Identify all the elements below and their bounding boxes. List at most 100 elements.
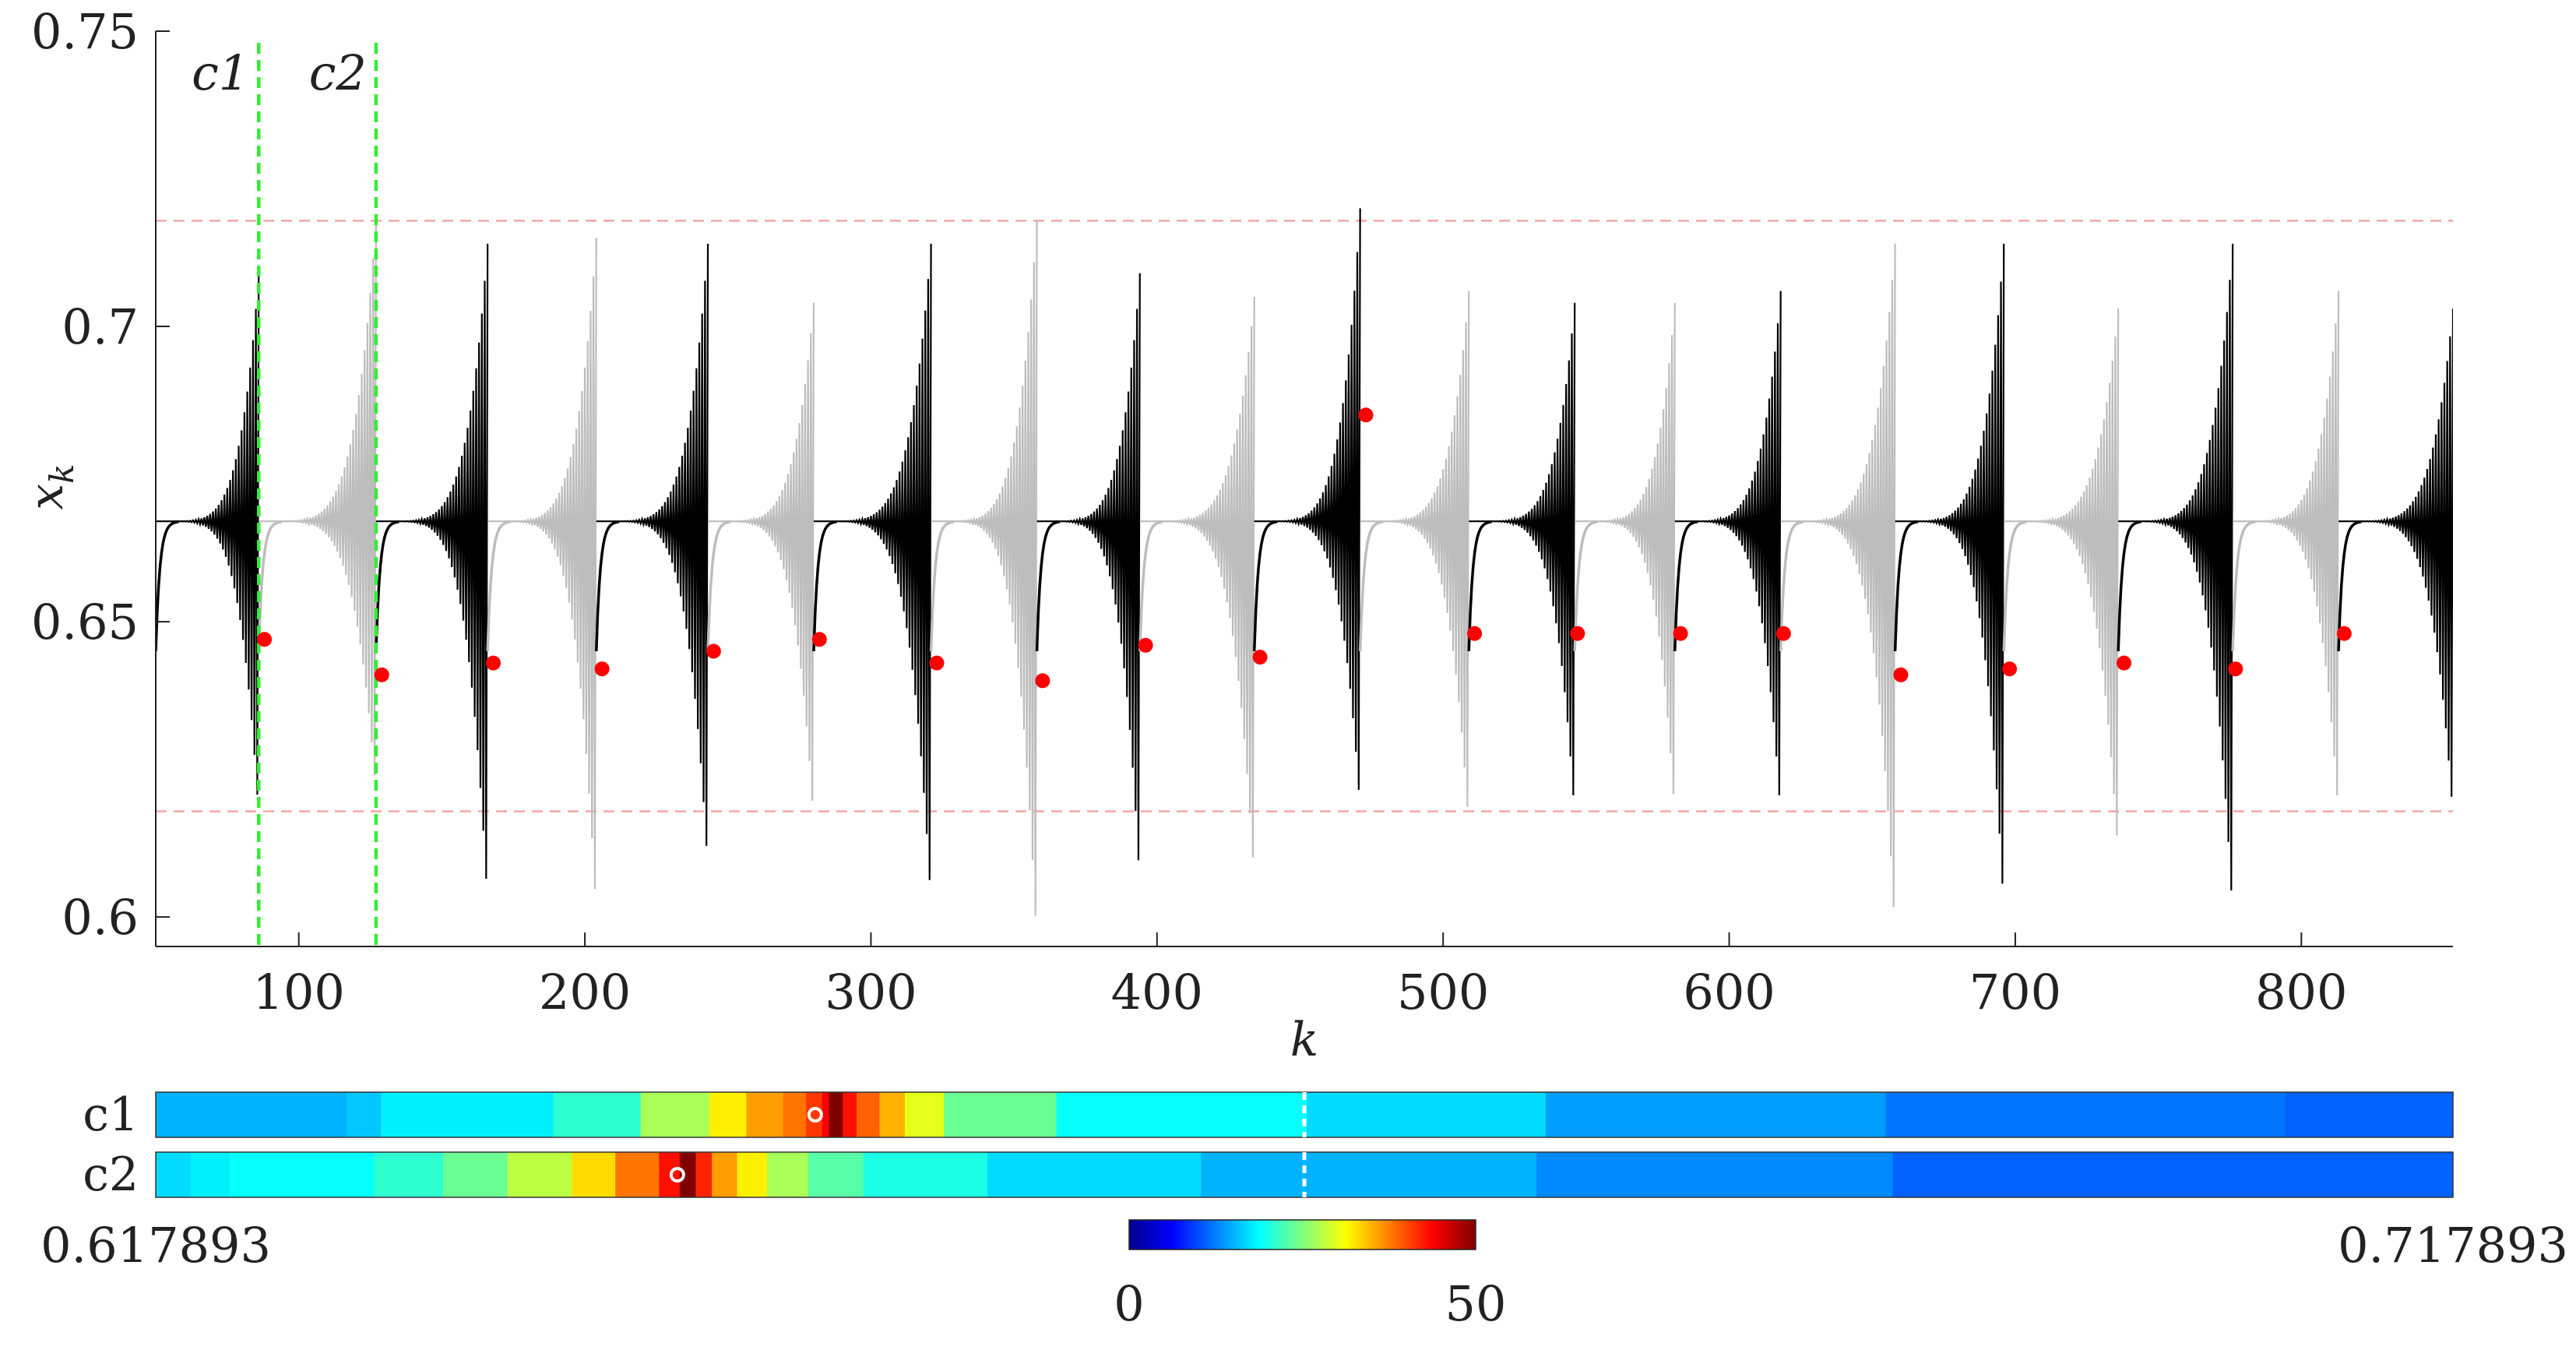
heatmap-cell-c2-11 [712, 1152, 738, 1197]
burst-series-10 [1254, 208, 1361, 790]
heatmap-cell-c2-1 [190, 1152, 231, 1197]
heatmap-cell-c2-13 [766, 1152, 809, 1197]
heatmap-cell-c1-16 [1056, 1092, 1307, 1137]
burst-relax-20 [2337, 520, 2362, 652]
burst-relax-3 [486, 520, 511, 652]
heatmap-cell-c2-14 [808, 1152, 864, 1197]
colorbar-max-label: 50 [1445, 1275, 1507, 1332]
heatmap-cell-c1-15 [944, 1092, 1057, 1137]
burst-relax-18 [2117, 520, 2141, 652]
axes [155, 31, 2453, 947]
burst-series-11 [1360, 291, 1470, 807]
burst-series-12 [1469, 302, 1576, 795]
x-tick-label-1: 200 [539, 964, 631, 1020]
marker-point-15 [1893, 667, 1909, 682]
burst-series-7 [931, 220, 1038, 916]
marker-point-2 [485, 655, 501, 671]
cursor-lines: c1 c2 [192, 43, 378, 946]
burst-relax-4 [595, 520, 620, 652]
heatmap-cell-c1-7 [783, 1092, 807, 1137]
heatmap-cell-c1-12 [856, 1092, 881, 1137]
heatmap-cell-c2-2 [229, 1152, 375, 1197]
heatmap-cell-c2-6 [572, 1152, 616, 1197]
marker-point-14 [1775, 626, 1791, 641]
marker-point-11 [1467, 626, 1483, 641]
cursor-label-c2: c2 [309, 44, 367, 101]
burst-relax-1 [257, 520, 282, 652]
burst-relax-17 [2002, 520, 2027, 652]
heatmap-cell-c2-0 [156, 1152, 192, 1197]
heatmap-cell-c1-11 [843, 1092, 857, 1137]
marker-point-0 [257, 632, 273, 647]
burst-relax-2 [375, 520, 399, 652]
data-series [156, 208, 2453, 916]
burst-relax-8 [1035, 520, 1061, 652]
heatmap-marker-c2 [669, 1167, 685, 1183]
burst-relax-10 [1252, 520, 1278, 652]
heatmap-cell-c2-7 [615, 1152, 660, 1197]
marker-point-16 [2002, 661, 2018, 677]
heatmap-cell-c1-6 [746, 1092, 784, 1137]
burst-series-13 [1575, 302, 1676, 795]
heatmap-cell-c1-8 [806, 1092, 823, 1137]
heatmap-xmax-label: 0.717893 [2338, 1217, 2568, 1274]
burst-relax-5 [706, 520, 731, 652]
burst-relax-19 [2231, 520, 2256, 652]
heatmap-cell-c1-4 [640, 1092, 710, 1137]
y-tick-label-0: 0.6 [62, 889, 139, 946]
marker-point-17 [2117, 655, 2132, 671]
burst-series-16 [1895, 243, 2005, 884]
burst-relax-7 [929, 520, 955, 652]
plot-background [156, 31, 2453, 946]
x-tick-label-2: 300 [825, 964, 917, 1020]
heatmap-cell-c2-10 [695, 1152, 713, 1197]
marker-point-9 [1252, 650, 1268, 665]
colorbar-gradient [1128, 1219, 1476, 1250]
marker-point-18 [2228, 661, 2243, 677]
y-axis-ticks: 0.6 0.65 0.7 0.75 [31, 3, 170, 946]
burst-series-14 [1674, 291, 1782, 795]
marker-point-10 [1358, 407, 1374, 423]
heatmap-cell-c2-17 [1201, 1152, 1537, 1197]
marker-point-6 [929, 655, 945, 671]
burst-series-19 [2233, 291, 2340, 795]
data-markers [257, 407, 2352, 689]
heatmap-cell-c2-4 [442, 1152, 509, 1197]
burst-relax-14 [1673, 520, 1698, 652]
marker-point-19 [2336, 626, 2352, 641]
heatmap-cell-c2-18 [1536, 1152, 1894, 1197]
heatmap-cell-c1-9 [822, 1092, 830, 1137]
heatmap-cell-c1-2 [381, 1092, 554, 1137]
heatmap-cell-c2-9 [679, 1152, 697, 1197]
marker-point-12 [1570, 626, 1585, 641]
burst-relax-16 [1893, 520, 1919, 652]
y-axis-label-subscript: k [43, 464, 81, 483]
burst-series-8 [1036, 273, 1141, 861]
y-axis-label: xk [19, 464, 81, 509]
heatmap-cell-c2-19 [1892, 1152, 2454, 1197]
marker-point-1 [374, 667, 389, 682]
heatmap-cell-c1-13 [879, 1092, 906, 1137]
burst-relax-12 [1467, 520, 1492, 652]
heatmap-cell-c2-15 [863, 1152, 988, 1197]
colorbar: 0 50 [1114, 1219, 1507, 1332]
burst-series-0 [156, 273, 260, 795]
heatmap-xmin-label: 0.617893 [40, 1217, 271, 1274]
heatmap-cell-c1-17 [1307, 1092, 1547, 1137]
heatmap-cell-c1-10 [829, 1092, 843, 1137]
burst-relax-9 [1138, 520, 1163, 652]
x-tick-label-4: 500 [1397, 964, 1489, 1020]
heatmap-marker-c1 [807, 1107, 823, 1123]
x-axis-label: k [1290, 1013, 1318, 1067]
heatmap-row-label-c2: c2 [83, 1147, 139, 1202]
heatmap-cell-c1-19 [1885, 1092, 2286, 1137]
heatmap-cell-c2-16 [987, 1152, 1202, 1197]
heatmap-cell-c2-8 [659, 1152, 681, 1197]
x-tick-label-5: 600 [1683, 964, 1775, 1020]
burst-relax-11 [1358, 520, 1384, 652]
marker-point-8 [1138, 637, 1153, 653]
burst-relax-15 [1779, 520, 1804, 652]
x-tick-label-7: 800 [2255, 964, 2347, 1020]
